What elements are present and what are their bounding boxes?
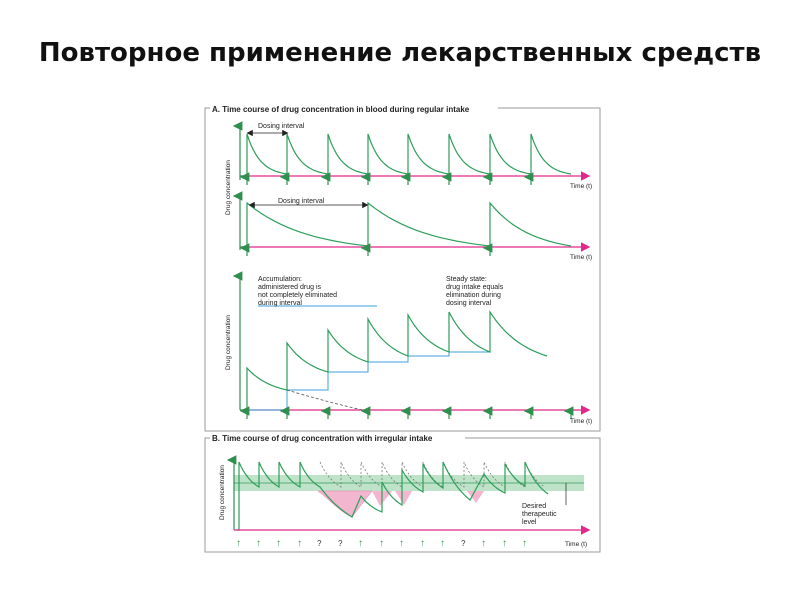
y-axis-label-a-top: Drug concentration — [225, 160, 232, 215]
panel-b-header: B. Time course of drug concentration wit… — [212, 434, 433, 443]
steady-state-note: Steady state: drug intake equals elimina… — [446, 276, 505, 307]
regular-intake-short-interval-chart: Dosing interval Time (t) — [232, 121, 592, 190]
intake-arrow: ↑ — [379, 538, 384, 549]
time-axis-label-1: Time (t) — [570, 183, 592, 190]
intake-arrow: ↑ — [297, 538, 302, 549]
panel-a-header: A. Time course of drug concentration in … — [212, 105, 470, 114]
missed-dose-mark: ? — [317, 539, 322, 548]
time-axis-label-b: Time (t) — [565, 541, 587, 548]
intake-arrow: ↑ — [502, 538, 507, 549]
intake-arrow: ↑ — [522, 538, 527, 549]
dosing-interval-label-2: Dosing interval — [278, 198, 325, 205]
therapeutic-level-note: Desired therapeutic level — [522, 503, 559, 526]
intake-arrow: ↑ — [440, 538, 445, 549]
accumulation-chart: Drug concentration Drug concentration Ac… — [225, 160, 592, 425]
irregular-intake-chart: Drug concentration Desired therapeutic l… — [219, 455, 591, 549]
intake-arrow: ↑ — [256, 538, 261, 549]
intake-arrow: ↑ — [399, 538, 404, 549]
time-axis-label-2: Time (t) — [570, 254, 592, 261]
dosing-interval-label-1: Dosing interval — [258, 123, 305, 130]
intake-arrow: ↑ — [358, 538, 363, 549]
time-axis-label-3: Time (t) — [570, 418, 592, 425]
elimination-dashed-curve — [286, 389, 363, 411]
missed-dose-mark: ? — [461, 539, 466, 548]
y-axis-label-b: Drug concentration — [219, 465, 226, 520]
intake-arrow: ↑ — [420, 538, 425, 549]
intake-arrow: ↑ — [276, 538, 281, 549]
shortfall-area-4 — [467, 491, 484, 503]
intake-arrow: ↑ — [481, 538, 486, 549]
accumulation-note: Accumulation: administered drug is not c… — [258, 276, 339, 307]
shortfall-area-3 — [395, 491, 412, 505]
intake-arrow: ↑ — [236, 538, 241, 549]
regular-intake-long-interval-chart: Dosing interval Time (t) — [232, 191, 592, 261]
slide-title: Повторное применение лекарственных средс… — [38, 38, 762, 68]
missed-dose-mark: ? — [338, 539, 343, 548]
y-axis-label-a: Drug concentration — [225, 315, 232, 370]
